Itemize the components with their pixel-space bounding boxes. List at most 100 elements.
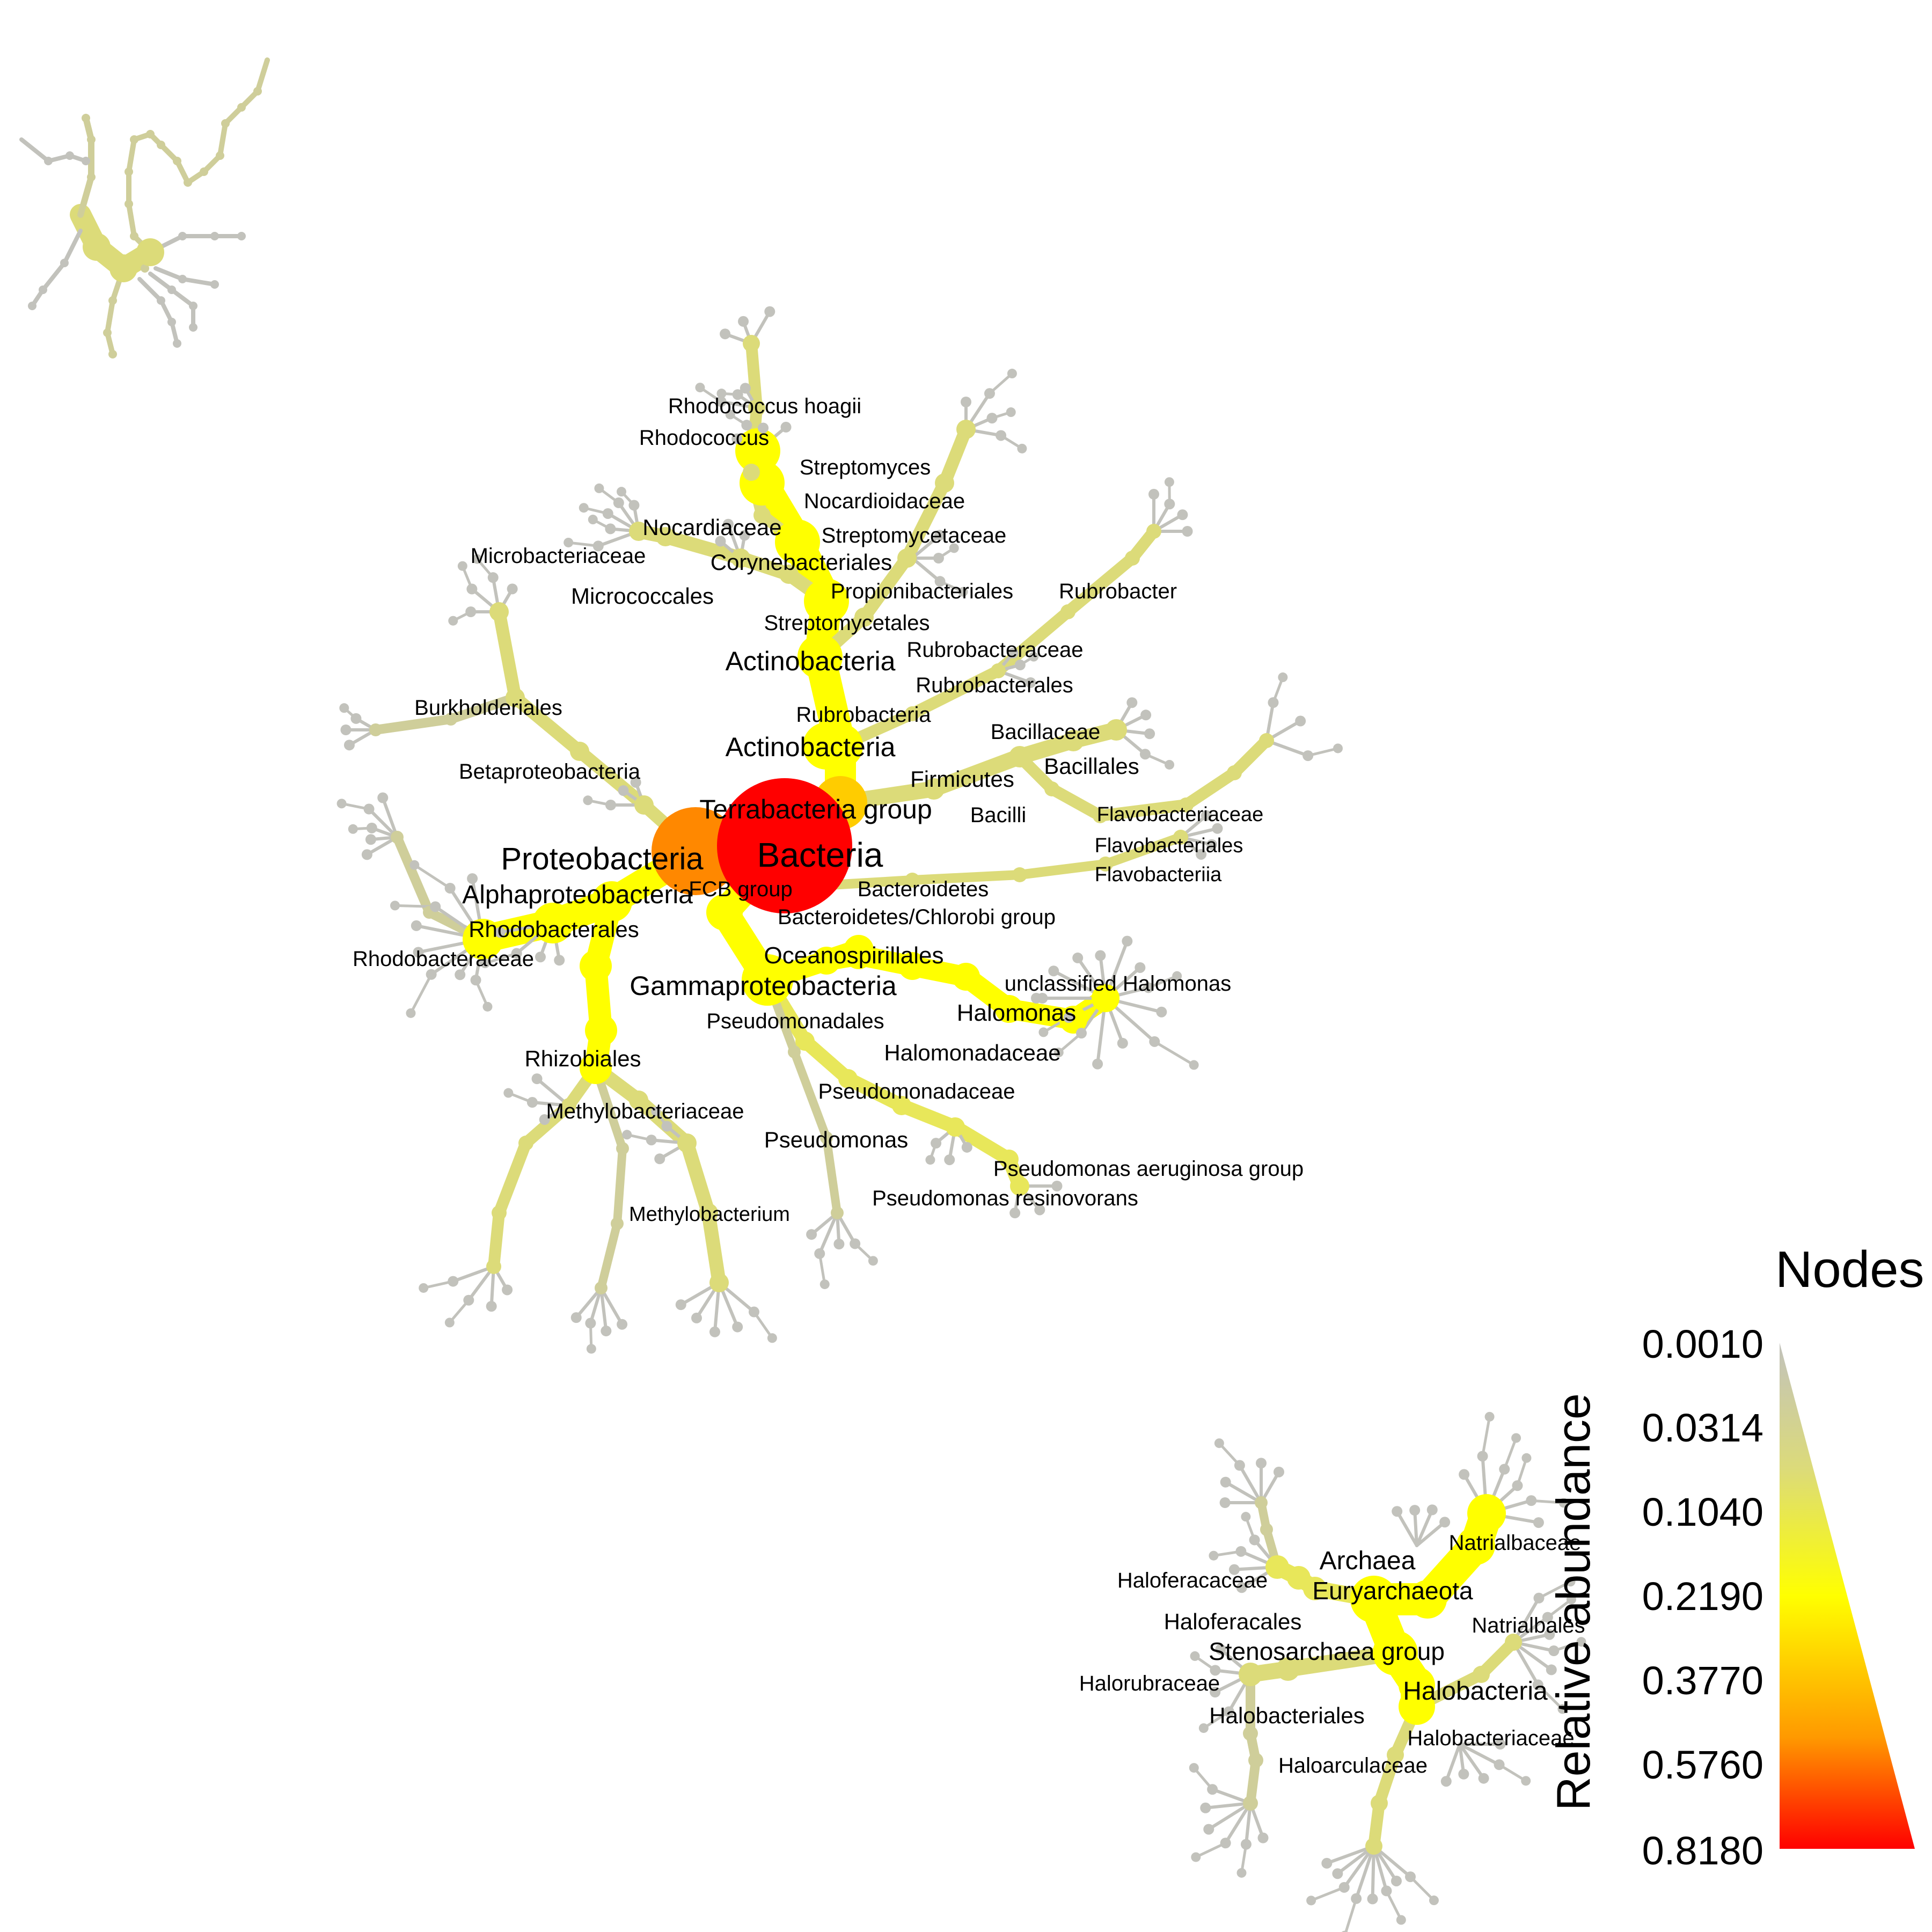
tree-node-549 <box>178 232 187 240</box>
tree-node-329 <box>1165 759 1175 770</box>
tree-node-158 <box>999 1150 1019 1169</box>
tree-node-441 <box>622 1130 632 1140</box>
tree-node-291 <box>767 1333 777 1343</box>
tree-node-105 <box>709 1273 729 1292</box>
tree-edge-300 <box>599 1286 624 1326</box>
tree-node-363 <box>1172 971 1182 981</box>
tree-node-629 <box>1533 1517 1544 1528</box>
tree-node-459 <box>722 518 734 530</box>
tree-node-521 <box>136 238 164 266</box>
tree-node-89 <box>580 1052 612 1084</box>
tree-node-65 <box>1259 733 1274 748</box>
tree-node-335 <box>1295 715 1306 727</box>
tree-node-589 <box>1239 1663 1262 1686</box>
tree-node-413 <box>583 795 593 806</box>
tree-edge-738 <box>1458 1743 1501 1767</box>
tree-node-635 <box>1542 1612 1553 1623</box>
tree-edge-59 <box>1180 767 1240 811</box>
tree-node-419 <box>554 955 565 966</box>
tree-node-109 <box>616 1142 629 1155</box>
tree-node-253 <box>470 975 481 986</box>
tree-node-63 <box>1179 797 1194 813</box>
tree-node-511 <box>125 167 133 176</box>
tree-node-721 <box>1210 1687 1221 1698</box>
label-rubrobacteraceae: Rubrobacteraceae <box>906 638 1083 662</box>
tree-node-661 <box>1367 1893 1378 1905</box>
tree-node-82 <box>532 903 573 943</box>
label-rubrobacteria: Rubrobacteria <box>796 703 931 727</box>
tree-node-273 <box>409 860 420 870</box>
tree-edge-684 <box>1207 1802 1252 1831</box>
tree-node-571 <box>1408 1580 1447 1619</box>
tree-node-255 <box>482 1001 493 1012</box>
tree-node-211 <box>594 483 604 493</box>
label-halobacteriales: Halobacteriales <box>1209 1703 1365 1728</box>
tree-node-747 <box>1440 1776 1452 1787</box>
tree-node-608 <box>1260 1523 1273 1536</box>
label-bacilli: Bacilli <box>970 803 1026 827</box>
label-unclassified-halomonas: unclassified Halomonas <box>1005 972 1231 996</box>
tree-edge-92 <box>493 1137 532 1219</box>
tree-edge-120 <box>446 693 520 724</box>
tree-edge-564 <box>153 266 185 281</box>
tree-node-309 <box>570 1312 582 1323</box>
tree-edge-152 <box>948 1120 1016 1166</box>
tree-edge-93 <box>488 1207 505 1272</box>
tree-node-504 <box>216 151 224 160</box>
tree-node-369 <box>1189 1060 1199 1070</box>
tree-node-425 <box>480 958 490 969</box>
label-streptomycetaceae: Streptomycetaceae <box>822 524 1007 547</box>
tree-node-506 <box>184 178 192 187</box>
tree-node-154 <box>795 1031 815 1051</box>
tree-node-145 <box>1092 984 1119 1012</box>
tree-node-687 <box>1200 1802 1211 1813</box>
tree-node-44 <box>991 663 1006 678</box>
tree-node-122 <box>444 713 457 726</box>
tree-node-333 <box>1278 672 1288 683</box>
tree-node-484 <box>742 954 793 1006</box>
tree-edge-614 <box>1481 1415 1491 1458</box>
tree-edge-664 <box>1344 1897 1358 1932</box>
tree-node-18 <box>854 608 874 627</box>
tree-node-713 <box>1249 1534 1260 1546</box>
tree-node-531 <box>44 157 53 165</box>
tree-edge-446 <box>911 533 941 560</box>
tree-node-373 <box>1092 1058 1103 1070</box>
tree-node-397 <box>814 1248 825 1259</box>
tree-node-405 <box>944 1154 955 1166</box>
tree-node-510 <box>130 135 138 144</box>
tree-node-609 <box>1255 1496 1268 1509</box>
tree-node-19 <box>897 548 917 568</box>
tree-node-187 <box>1007 369 1017 379</box>
label-alphaproteobacteria: Alphaproteobacteria <box>462 881 693 909</box>
tree-node-275 <box>467 873 478 884</box>
tree-node-729 <box>1392 1506 1403 1517</box>
tree-node-699 <box>1214 1438 1224 1448</box>
tree-node-731 <box>1409 1505 1421 1516</box>
tree-node-421 <box>535 952 546 963</box>
tree-node-693 <box>1219 1497 1231 1508</box>
tree-node-116 <box>634 795 654 815</box>
tree-edge-107 <box>613 1144 627 1228</box>
label-flavobacteriaceae: Flavobacteriaceae <box>1097 803 1264 826</box>
tree-node-617 <box>1499 1463 1510 1475</box>
tree-node-189 <box>986 413 998 424</box>
tree-node-183 <box>961 396 971 407</box>
tree-node-655 <box>1391 1875 1402 1886</box>
tree-node-185 <box>984 388 995 399</box>
tree-node-383 <box>1037 993 1048 1004</box>
tree-node-319 <box>1182 526 1193 537</box>
tree-node-480 <box>652 807 740 895</box>
tree-node-267 <box>430 901 441 912</box>
label-halorubraceae: Halorubraceae <box>1079 1672 1220 1695</box>
tree-node-399 <box>819 1279 830 1290</box>
tree-node-505 <box>200 167 208 176</box>
tree-node-381 <box>1038 1027 1049 1037</box>
tree-node-475 <box>1014 660 1026 671</box>
tree-node-227 <box>472 554 482 564</box>
tree-node-739 <box>1494 1759 1505 1770</box>
label-bacteria: Bacteria <box>757 836 883 874</box>
tree-node-544 <box>189 302 197 310</box>
tree-node-605 <box>1243 1796 1258 1811</box>
tree-edge-302 <box>599 1286 608 1333</box>
